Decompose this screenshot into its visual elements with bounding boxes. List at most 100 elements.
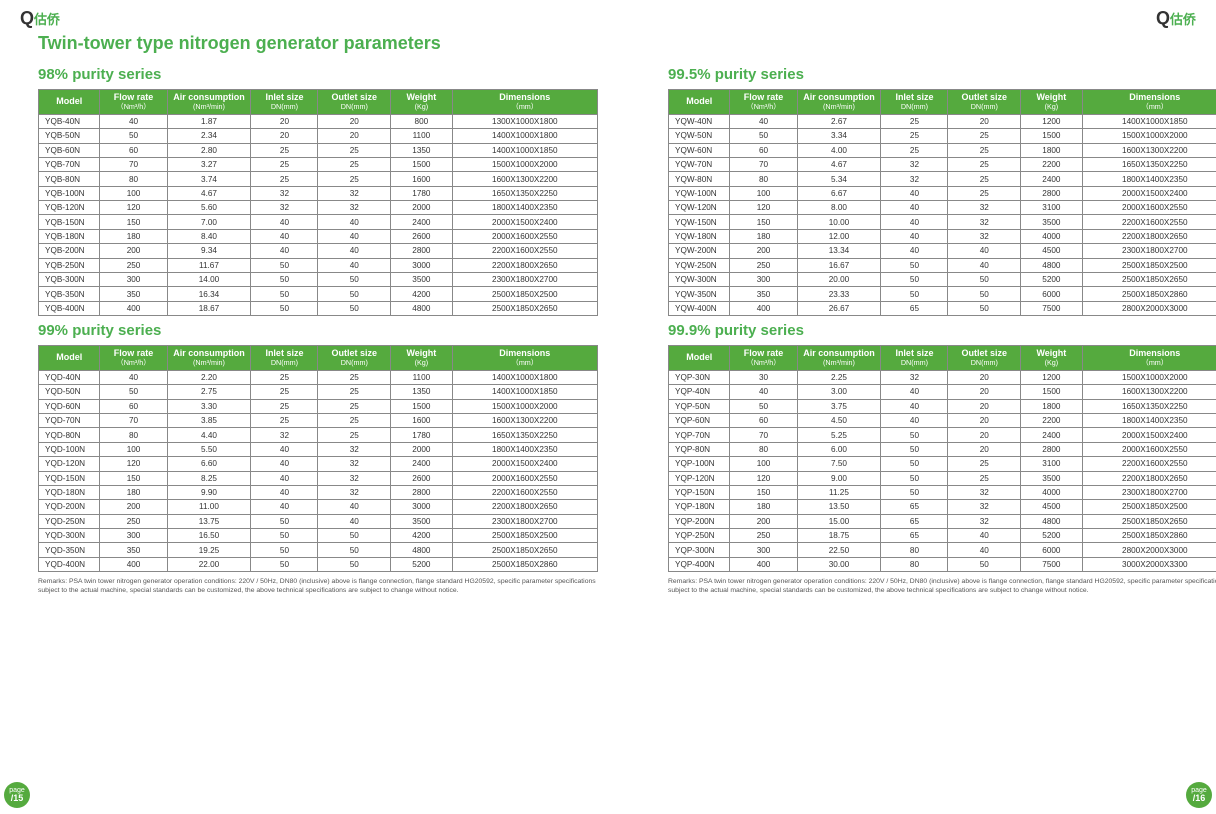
table-cell: 1780 bbox=[391, 186, 452, 200]
table-cell: 25 bbox=[318, 172, 391, 186]
table-cell: 250 bbox=[730, 529, 797, 543]
table-row: YQD-40N402.20252511001400X1000X1800 bbox=[39, 370, 598, 384]
table-cell: 25 bbox=[948, 471, 1021, 485]
table-cell: 4000 bbox=[1021, 229, 1082, 243]
table-row: YQP-150N15011.25503240002300X1800X2700 bbox=[669, 485, 1216, 499]
table-header-sub: （Nm³/h） bbox=[102, 359, 164, 367]
table-cell: 4200 bbox=[391, 287, 452, 301]
table-cell: 20 bbox=[251, 129, 318, 143]
table-cell: 8.25 bbox=[167, 471, 251, 485]
table-cell: 32 bbox=[318, 186, 391, 200]
table-header-sub: （mm） bbox=[455, 359, 595, 367]
table-cell: 2200X1800X2650 bbox=[452, 258, 597, 272]
table-cell: 2200X1600X2550 bbox=[1082, 215, 1216, 229]
table-cell: YQP-100N bbox=[669, 457, 730, 471]
table-row: YQD-300N30016.50505042002500X1850X2500 bbox=[39, 529, 598, 543]
table-cell: 40 bbox=[251, 485, 318, 499]
table-cell: 3.00 bbox=[797, 385, 881, 399]
table-header-sub: DN(mm) bbox=[320, 359, 388, 367]
table-cell: 400 bbox=[100, 557, 167, 571]
table-cell: YQB-300N bbox=[39, 272, 100, 286]
table-cell: YQD-250N bbox=[39, 514, 100, 528]
table-row: YQP-70N705.25502024002000X1500X2400 bbox=[669, 428, 1216, 442]
table-cell: 50 bbox=[881, 471, 948, 485]
table-header-sub: DN(mm) bbox=[883, 359, 945, 367]
table-cell: 80 bbox=[730, 442, 797, 456]
table-cell: 80 bbox=[100, 172, 167, 186]
table-cell: 2000X1600X2550 bbox=[452, 471, 597, 485]
table-cell: 5200 bbox=[391, 557, 452, 571]
table-cell: YQD-40N bbox=[39, 370, 100, 384]
table-header: Inlet sizeDN(mm) bbox=[881, 346, 948, 371]
table-cell: 80 bbox=[730, 172, 797, 186]
table-cell: YQW-400N bbox=[669, 301, 730, 315]
table-cell: 12.00 bbox=[797, 229, 881, 243]
table-cell: 1600 bbox=[391, 172, 452, 186]
table-cell: 50 bbox=[881, 287, 948, 301]
table-cell: YQP-180N bbox=[669, 500, 730, 514]
table-cell: 14.00 bbox=[167, 272, 251, 286]
table-cell: 32 bbox=[948, 514, 1021, 528]
table-cell: 2400 bbox=[1021, 428, 1082, 442]
table-cell: 13.34 bbox=[797, 244, 881, 258]
table-row: YQD-70N703.85252516001600X1300X2200 bbox=[39, 414, 598, 428]
table-cell: 25 bbox=[948, 157, 1021, 171]
table-cell: 2500X1850X2860 bbox=[452, 557, 597, 571]
table-cell: 1200 bbox=[1021, 114, 1082, 128]
table-cell: 50 bbox=[251, 529, 318, 543]
table-cell: YQB-50N bbox=[39, 129, 100, 143]
table-cell: 50 bbox=[730, 399, 797, 413]
table-cell: 13.75 bbox=[167, 514, 251, 528]
table-row: YQB-400N40018.67505048002500X1850X2650 bbox=[39, 301, 598, 315]
table-header: Model bbox=[39, 90, 100, 115]
table-cell: 6000 bbox=[1021, 287, 1082, 301]
table-cell: 3100 bbox=[1021, 201, 1082, 215]
table-cell: 50 bbox=[318, 529, 391, 543]
table-cell: YQP-400N bbox=[669, 557, 730, 571]
table-cell: 1.87 bbox=[167, 114, 251, 128]
table-cell: YQB-60N bbox=[39, 143, 100, 157]
table-cell: 1800X1400X2350 bbox=[1082, 172, 1216, 186]
table-cell: 40 bbox=[251, 457, 318, 471]
table-row: YQD-200N20011.00404030002200X1800X2650 bbox=[39, 500, 598, 514]
table-cell: 2500X1850X2500 bbox=[452, 287, 597, 301]
table-cell: 1650X1350X2250 bbox=[452, 186, 597, 200]
table-cell: 9.34 bbox=[167, 244, 251, 258]
table-cell: 25 bbox=[318, 428, 391, 442]
table-cell: 1500 bbox=[1021, 129, 1082, 143]
table-cell: 3500 bbox=[391, 272, 452, 286]
table-header: Model bbox=[669, 90, 730, 115]
table-cell: 180 bbox=[730, 229, 797, 243]
right-column: 99.5% purity series ModelFlow rate（Nm³/h… bbox=[668, 62, 1216, 595]
table-cell: 32 bbox=[318, 442, 391, 456]
table-cell: 40 bbox=[948, 244, 1021, 258]
table-cell: 13.50 bbox=[797, 500, 881, 514]
table-cell: YQP-300N bbox=[669, 543, 730, 557]
table-row: YQB-200N2009.34404028002200X1600X2550 bbox=[39, 244, 598, 258]
table-row: YQD-180N1809.90403228002200X1600X2550 bbox=[39, 485, 598, 499]
table-cell: 4.00 bbox=[797, 143, 881, 157]
table-header: Dimensions（mm） bbox=[1082, 346, 1216, 371]
table-cell: 800 bbox=[391, 114, 452, 128]
table-row: YQD-150N1508.25403226002000X1600X2550 bbox=[39, 471, 598, 485]
table-cell: 2200X1600X2550 bbox=[452, 485, 597, 499]
table-cell: YQP-70N bbox=[669, 428, 730, 442]
table-cell: 4800 bbox=[391, 543, 452, 557]
table-row: YQB-80N803.74252516001600X1300X2200 bbox=[39, 172, 598, 186]
table-cell: 40 bbox=[948, 543, 1021, 557]
table-cell: 25 bbox=[318, 399, 391, 413]
table-header-sub: (Kg) bbox=[393, 103, 449, 111]
table-cell: YQW-300N bbox=[669, 272, 730, 286]
table-cell: YQW-180N bbox=[669, 229, 730, 243]
series-title-995: 99.5% purity series bbox=[668, 66, 1216, 83]
table-cell: 1500 bbox=[391, 399, 452, 413]
table-cell: 2.80 bbox=[167, 143, 251, 157]
table-cell: 40 bbox=[100, 370, 167, 384]
table-cell: 19.25 bbox=[167, 543, 251, 557]
table-cell: 3000X2000X3300 bbox=[1082, 557, 1216, 571]
table-cell: 30 bbox=[730, 370, 797, 384]
table-cell: 3500 bbox=[1021, 471, 1082, 485]
table-cell: 20 bbox=[318, 114, 391, 128]
table-cell: 1650X1350X2250 bbox=[1082, 399, 1216, 413]
table-cell: YQB-70N bbox=[39, 157, 100, 171]
